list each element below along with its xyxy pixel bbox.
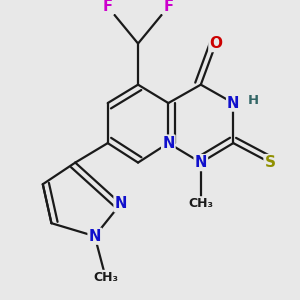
Text: N: N	[115, 196, 127, 211]
Text: N: N	[227, 96, 239, 111]
Text: S: S	[265, 155, 276, 170]
Text: N: N	[195, 155, 207, 170]
Text: N: N	[162, 136, 175, 151]
Text: CH₃: CH₃	[188, 197, 213, 210]
Text: CH₃: CH₃	[93, 271, 118, 284]
Text: N: N	[88, 229, 101, 244]
Text: F: F	[163, 0, 173, 14]
Text: H: H	[248, 94, 260, 107]
Text: O: O	[209, 36, 223, 51]
Text: F: F	[103, 0, 113, 14]
